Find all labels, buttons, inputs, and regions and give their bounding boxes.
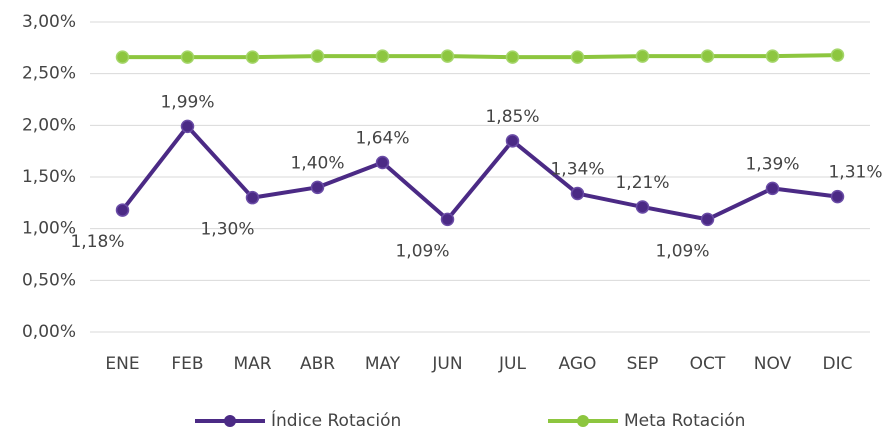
legend-label: Índice Rotación xyxy=(271,409,401,431)
marker xyxy=(700,49,715,63)
y-tick-label: 0,50% xyxy=(22,270,76,290)
data-label: 1,09% xyxy=(395,241,449,261)
marker xyxy=(830,48,845,62)
data-label: 1,18% xyxy=(70,232,124,252)
marker xyxy=(310,49,325,63)
data-label: 1,31% xyxy=(828,163,882,183)
legend-marker xyxy=(577,415,589,427)
data-label: 1,85% xyxy=(485,107,539,127)
data-label: 1,39% xyxy=(745,154,799,174)
y-tick-label: 0,00% xyxy=(22,322,76,342)
marker xyxy=(115,203,130,217)
series-line xyxy=(122,53,838,60)
data-label: 1,40% xyxy=(290,153,344,173)
series-line xyxy=(120,124,838,222)
x-tick-label: OCT xyxy=(690,354,726,374)
marker xyxy=(765,49,780,63)
x-tick-label: FEB xyxy=(171,354,203,374)
y-tick-label: 2,00% xyxy=(22,115,76,135)
data-label: 1,30% xyxy=(200,220,254,240)
x-tick-label: AGO xyxy=(559,354,597,374)
legend-marker xyxy=(224,415,236,427)
x-tick-label: JUN xyxy=(431,354,462,374)
y-tick-label: 3,00% xyxy=(22,12,76,32)
marker xyxy=(245,190,260,205)
marker xyxy=(440,49,455,63)
marker xyxy=(310,180,325,195)
marker xyxy=(765,181,780,196)
y-tick-label: 2,50% xyxy=(22,64,76,84)
marker xyxy=(245,50,260,64)
marker xyxy=(700,212,715,227)
marker xyxy=(830,189,845,204)
x-tick-label: SEP xyxy=(627,354,659,374)
x-tick-label: MAR xyxy=(233,354,271,374)
marker xyxy=(635,200,650,214)
data-label: 1,21% xyxy=(615,173,669,193)
marker xyxy=(180,119,195,134)
marker xyxy=(570,50,585,64)
x-tick-label: DIC xyxy=(823,354,853,374)
x-tick-label: ABR xyxy=(300,354,335,374)
data-label: 1,34% xyxy=(550,160,604,180)
marker xyxy=(505,50,520,64)
marker xyxy=(635,49,650,63)
y-tick-label: 1,50% xyxy=(22,167,76,187)
marker xyxy=(505,134,520,148)
x-tick-label: NOV xyxy=(754,354,792,374)
data-label: 1,64% xyxy=(355,129,409,149)
x-tick-label: JUL xyxy=(498,354,526,374)
y-tick-label: 1,00% xyxy=(22,219,76,239)
data-label: 1,09% xyxy=(655,241,709,261)
legend-label: Meta Rotación xyxy=(624,411,745,431)
marker xyxy=(375,49,390,63)
x-tick-label: ENE xyxy=(105,354,139,374)
marker xyxy=(570,186,585,201)
x-tick-label: MAY xyxy=(365,354,401,374)
marker xyxy=(440,212,455,227)
marker xyxy=(180,50,195,64)
data-label: 1,99% xyxy=(160,92,214,112)
marker xyxy=(375,155,390,170)
marker xyxy=(115,50,130,64)
